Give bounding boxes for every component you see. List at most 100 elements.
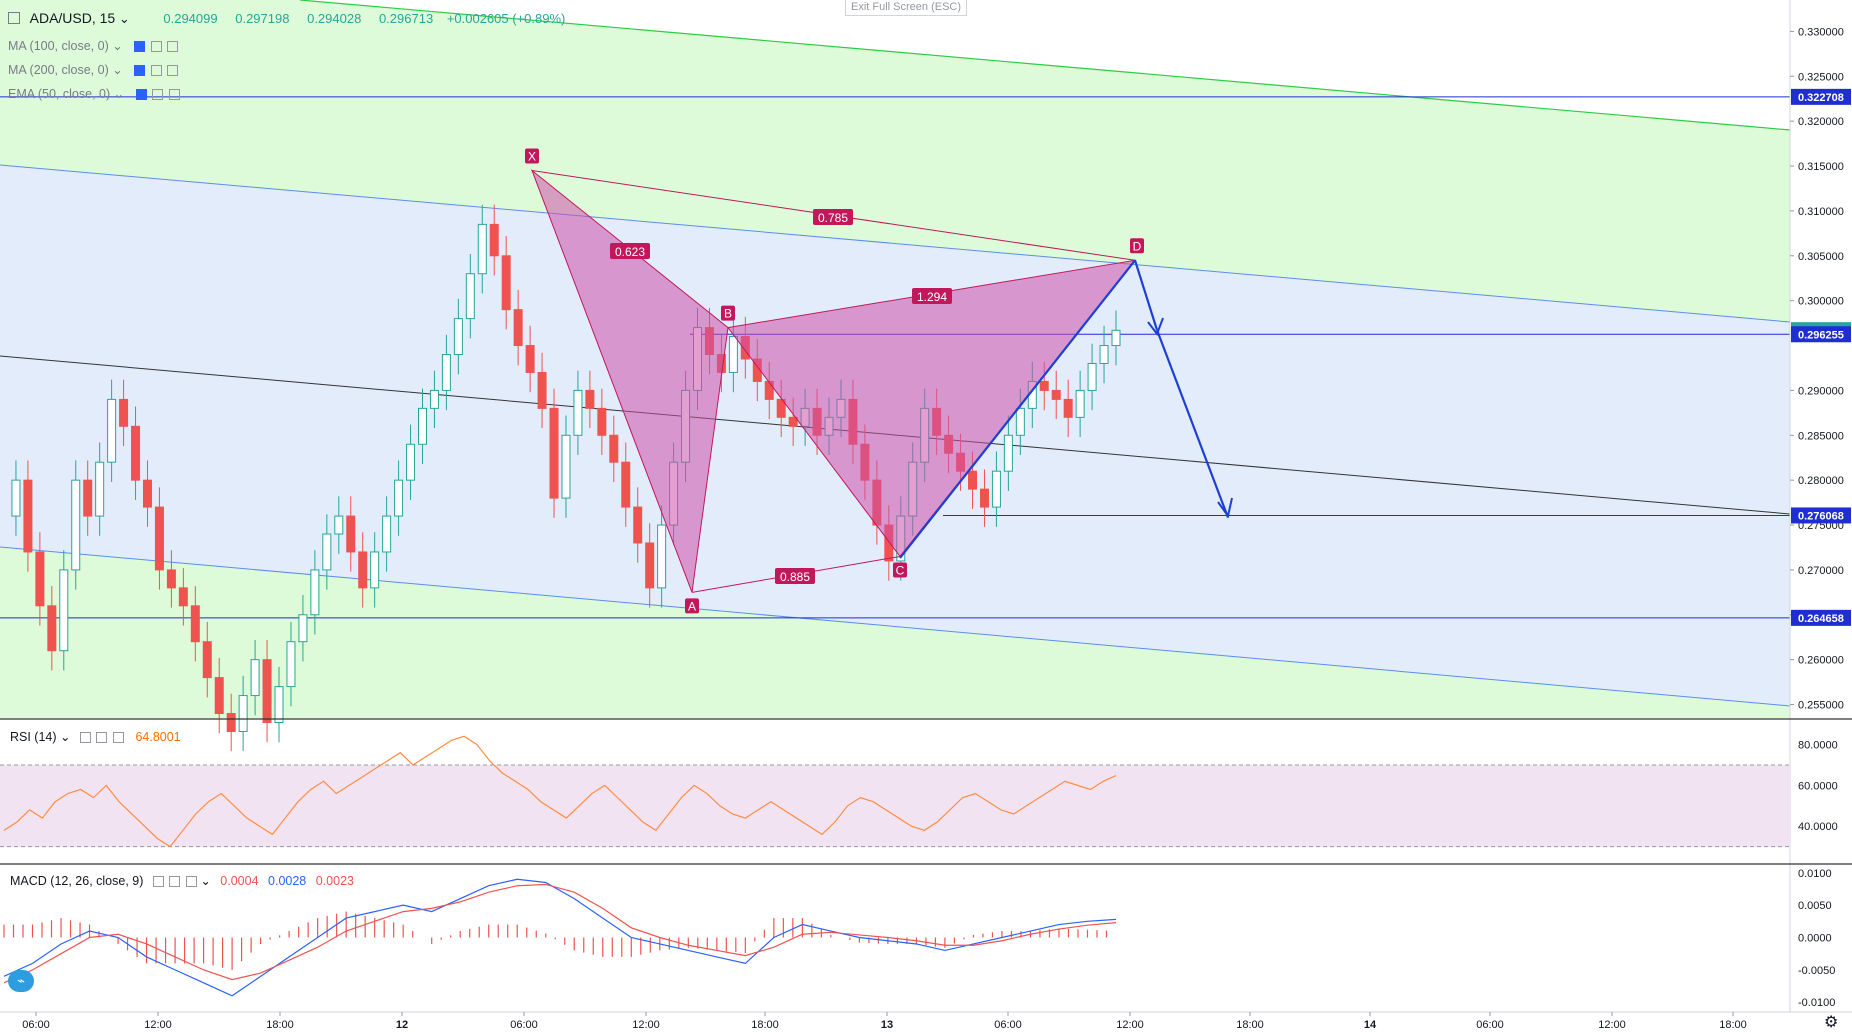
- time-tick-label: 18:00: [266, 1019, 294, 1030]
- pattern-point-badge: [1130, 238, 1144, 254]
- candle-down: [178, 587, 188, 607]
- candle-up: [561, 434, 571, 499]
- candle-down: [35, 551, 45, 607]
- close-icon[interactable]: [185, 876, 197, 887]
- candle-down: [633, 506, 643, 544]
- candle-up: [370, 551, 380, 589]
- pattern-ratio-badge: [610, 243, 650, 259]
- eye-icon[interactable]: [134, 65, 146, 76]
- settings-icon[interactable]: [169, 876, 181, 887]
- price-label-box: [1791, 326, 1851, 343]
- candle-down: [142, 479, 152, 508]
- price-tick-label: 0.330000: [1798, 26, 1844, 38]
- eye-icon[interactable]: [135, 89, 147, 100]
- arrowhead: [1147, 317, 1164, 337]
- price-tick-label: 0.260000: [1798, 655, 1844, 667]
- price-tick-label: 0.285000: [1798, 430, 1844, 442]
- candle-down: [1051, 389, 1061, 400]
- candle-up: [298, 614, 308, 643]
- candle-up: [1075, 389, 1085, 418]
- price-tick-label: 0.300000: [1798, 296, 1844, 308]
- ohlc-open: 0.294099: [163, 11, 218, 26]
- chevron-down-icon[interactable]: ⌄: [112, 39, 123, 53]
- pattern-ratio-label: 0.785: [818, 211, 848, 225]
- candle-up: [573, 389, 583, 436]
- chevron-down-icon[interactable]: ⌄: [118, 11, 130, 26]
- chevron-down-icon[interactable]: ⌄: [112, 63, 123, 77]
- time-tick-label: 06:00: [1476, 1019, 1504, 1030]
- candle-down: [23, 479, 33, 553]
- candle-down: [788, 416, 798, 427]
- candle-down: [154, 506, 164, 571]
- price-label-box: [1791, 88, 1851, 105]
- eye-icon[interactable]: [80, 732, 91, 743]
- close-icon[interactable]: [168, 89, 180, 100]
- candle-up: [310, 569, 320, 616]
- candle-down: [226, 713, 236, 732]
- rsi-legend[interactable]: RSI (14) ⌄ 64.8001: [10, 729, 181, 744]
- candle-down: [131, 425, 141, 481]
- indicator-label: MA (100, close, 0): [8, 39, 109, 53]
- indicator-ma100[interactable]: MA (100, close, 0) ⌄: [8, 38, 179, 53]
- candle-down: [585, 389, 595, 409]
- pattern-point-label: A: [688, 599, 696, 613]
- candle-up: [657, 524, 667, 589]
- candle-up: [107, 398, 117, 463]
- eye-icon[interactable]: [134, 41, 146, 52]
- rsi-tick-label: 80.0000: [1798, 740, 1838, 752]
- price-tick-label: 0.255000: [1798, 700, 1844, 712]
- candle-down: [214, 677, 224, 715]
- candle-down: [262, 659, 272, 723]
- upper-trend-line: [299, 0, 1791, 131]
- price-label-box: [1791, 609, 1851, 626]
- candle-down: [489, 223, 499, 257]
- exit-fullscreen-button[interactable]: Exit Full Screen (ESC): [845, 0, 967, 16]
- indicator-ma200[interactable]: MA (200, close, 0) ⌄: [8, 62, 179, 77]
- close-icon[interactable]: [167, 65, 179, 76]
- candle-down: [597, 407, 607, 436]
- chevron-down-icon[interactable]: ⌄: [60, 730, 71, 744]
- candle-up: [322, 533, 332, 571]
- candle-down: [621, 461, 631, 508]
- price-label-text: 0.264658: [1798, 613, 1844, 625]
- indicator-ema50[interactable]: EMA (50, close, 0) ⌄: [8, 86, 180, 101]
- candle-up: [238, 695, 248, 732]
- pattern-point-badge: [685, 598, 699, 614]
- candle-up: [1003, 434, 1013, 472]
- price-label-box: [1791, 507, 1851, 524]
- settings-icon[interactable]: [96, 732, 108, 743]
- price-axis-bg: [1790, 0, 1852, 1012]
- collapse-icon[interactable]: [8, 12, 20, 24]
- close-icon[interactable]: [112, 732, 124, 743]
- time-tick-label: 06:00: [510, 1019, 538, 1030]
- rsi-value: 64.8001: [135, 730, 181, 744]
- macd-legend[interactable]: MACD (12, 26, close, 9) ⌄ 0.0004 0.0028 …: [10, 873, 354, 888]
- candle-up: [71, 479, 81, 571]
- eye-icon[interactable]: [152, 876, 164, 887]
- pattern-point-label: X: [528, 150, 536, 164]
- arrowhead: [1217, 497, 1233, 519]
- candle-down: [776, 398, 786, 418]
- settings-icon[interactable]: [150, 41, 162, 52]
- close-icon[interactable]: [167, 41, 179, 52]
- candle-down: [358, 551, 368, 589]
- price-tick-label: 0.305000: [1798, 251, 1844, 263]
- symbol-header[interactable]: ADA/USD, 15 ⌄ 0.294099 0.297198 0.294028…: [8, 10, 565, 27]
- time-tick-label: 14: [1364, 1019, 1377, 1030]
- candle-down: [979, 488, 989, 508]
- chevron-down-icon[interactable]: ⌄: [200, 874, 211, 888]
- gear-icon[interactable]: ⚙: [1824, 1014, 1839, 1031]
- macd-signal-value: 0.0023: [315, 874, 354, 888]
- pattern-point-label: B: [724, 307, 732, 321]
- candle-up: [453, 318, 463, 356]
- ohlc-close: 0.296713: [378, 11, 434, 26]
- candle-down: [513, 309, 523, 347]
- settings-icon[interactable]: [152, 89, 164, 100]
- price-tick-label: 0.310000: [1798, 206, 1844, 218]
- settings-icon[interactable]: [150, 65, 162, 76]
- tradingview-logo-icon[interactable]: ⌁: [8, 970, 34, 992]
- chevron-down-icon[interactable]: ⌄: [113, 87, 125, 101]
- candle-down: [537, 371, 547, 409]
- candle-down: [1063, 398, 1073, 418]
